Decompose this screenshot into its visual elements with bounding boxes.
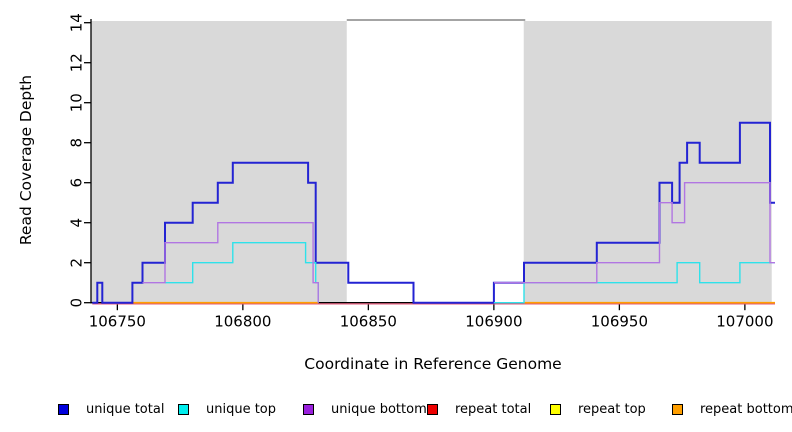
y-tick-label: 0 bbox=[67, 298, 85, 308]
repeat-region-shading bbox=[91, 19, 772, 304]
series-line-unique-top bbox=[493, 262, 775, 304]
legend-item-repeat-top: repeat top bbox=[550, 401, 646, 417]
y-tick-label: 8 bbox=[67, 138, 85, 148]
legend-swatch-repeat-top bbox=[550, 403, 561, 415]
y-tick-label: 2 bbox=[67, 258, 85, 268]
x-axis-title: Coordinate in Reference Genome bbox=[304, 355, 561, 373]
legend-label: repeat top bbox=[578, 401, 646, 417]
legend-item-unique-total: unique total bbox=[58, 401, 164, 417]
legend-label: unique top bbox=[206, 401, 277, 417]
legend: unique total unique top unique bottom repea… bbox=[0, 401, 792, 421]
tick-labels: 0 2 4 6 8 10 12 14 106750 106800 106850 106900 10695… bbox=[67, 13, 773, 331]
legend-item-unique-top: unique top bbox=[178, 401, 276, 417]
legend-swatch-repeat-bottom bbox=[672, 403, 683, 415]
legend-swatch-unique-total bbox=[58, 403, 69, 415]
y-tick-label: 4 bbox=[67, 218, 85, 228]
legend-label: unique total bbox=[86, 401, 165, 417]
legend-item-repeat-total: repeat total bbox=[427, 401, 531, 417]
legend-label: unique bottom bbox=[331, 401, 427, 417]
y-tick-label: 12 bbox=[67, 53, 85, 72]
legend-label: repeat total bbox=[455, 401, 532, 417]
y-tick-label: 10 bbox=[67, 93, 85, 112]
x-tick-label: 106950 bbox=[591, 313, 648, 331]
x-tick-label: 106800 bbox=[214, 313, 271, 331]
legend-item-repeat-bottom: repeat bottom bbox=[672, 401, 792, 417]
series-line-unique-bottom bbox=[493, 182, 775, 284]
x-tick-label: 106850 bbox=[340, 313, 397, 331]
legend-label: repeat bottom bbox=[700, 401, 792, 417]
x-tick-label: 106750 bbox=[89, 313, 146, 331]
legend-swatch-unique-bottom bbox=[303, 403, 314, 415]
series-line-unique-total bbox=[92, 121, 775, 304]
legend-item-unique-bottom: unique bottom bbox=[303, 401, 427, 417]
series-line-unique-bottom bbox=[142, 222, 319, 303]
y-tick-label: 6 bbox=[67, 178, 85, 188]
y-axis-title: Read Coverage Depth bbox=[17, 75, 35, 245]
legend-swatch-unique-top bbox=[178, 403, 189, 415]
y-tick-label: 14 bbox=[67, 13, 85, 32]
legend-swatch-repeat-total bbox=[427, 403, 438, 415]
x-tick-label: 106900 bbox=[465, 313, 522, 331]
coverage-step-lines bbox=[92, 121, 775, 305]
x-tick-label: 107000 bbox=[716, 313, 773, 331]
